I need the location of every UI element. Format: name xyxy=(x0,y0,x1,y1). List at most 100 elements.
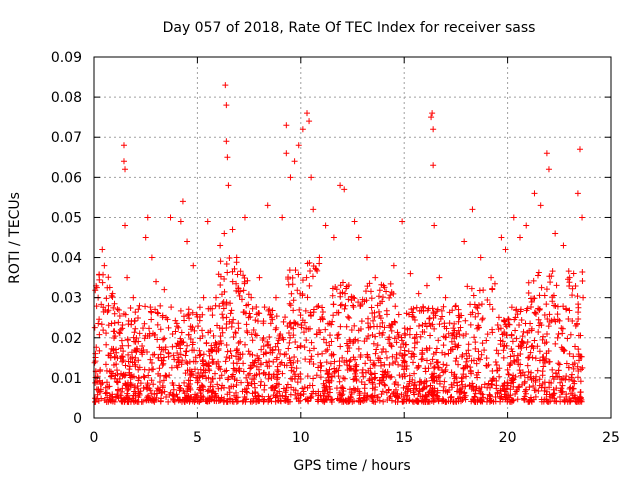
data-point xyxy=(200,294,207,301)
data-point xyxy=(226,318,233,325)
data-point xyxy=(317,374,324,381)
data-point xyxy=(378,349,385,356)
data-point xyxy=(363,335,370,342)
data-point xyxy=(531,387,538,394)
data-point xyxy=(521,393,528,400)
data-point xyxy=(364,354,371,361)
data-point xyxy=(388,343,395,350)
data-point xyxy=(399,218,406,225)
data-point xyxy=(531,337,538,344)
data-point xyxy=(266,363,273,370)
data-point xyxy=(319,350,326,357)
data-point xyxy=(481,381,488,388)
data-point xyxy=(505,315,512,322)
data-point xyxy=(445,398,452,405)
data-point xyxy=(217,273,224,280)
data-point xyxy=(387,280,394,287)
data-point xyxy=(339,384,346,391)
data-point xyxy=(434,359,441,366)
data-point xyxy=(321,384,328,391)
data-point xyxy=(286,267,293,274)
data-point xyxy=(103,330,110,337)
data-point xyxy=(337,290,344,297)
data-point xyxy=(574,363,581,370)
data-point xyxy=(129,395,136,402)
data-point xyxy=(423,345,430,352)
data-point xyxy=(268,374,275,381)
data-point xyxy=(181,390,188,397)
data-point xyxy=(417,333,424,340)
data-point xyxy=(103,367,110,374)
data-point xyxy=(376,330,383,337)
data-point xyxy=(227,398,234,405)
data-point xyxy=(467,321,474,328)
data-point xyxy=(431,365,438,372)
data-point xyxy=(552,340,559,347)
data-point xyxy=(461,238,468,245)
data-point xyxy=(374,323,381,330)
data-point xyxy=(413,304,420,311)
y-tick-label: 0.08 xyxy=(51,90,82,106)
data-point xyxy=(372,274,379,281)
x-tick-label: 5 xyxy=(193,430,202,446)
x-tick-labels: 0 5 10 15 20 25 xyxy=(90,430,620,446)
data-point xyxy=(189,339,196,346)
data-point xyxy=(209,305,216,312)
data-point xyxy=(390,360,397,367)
data-point xyxy=(580,294,587,301)
data-point xyxy=(191,327,198,334)
data-point xyxy=(306,358,313,365)
data-point xyxy=(362,288,369,295)
data-point xyxy=(194,398,201,405)
data-point xyxy=(210,388,217,395)
data-point xyxy=(480,394,487,401)
data-point xyxy=(432,396,439,403)
data-point xyxy=(120,310,127,317)
data-point xyxy=(522,386,529,393)
data-point xyxy=(478,351,485,358)
data-point xyxy=(326,383,333,390)
data-point xyxy=(436,274,443,281)
data-point xyxy=(371,362,378,369)
data-point xyxy=(457,324,464,331)
data-point xyxy=(322,348,329,355)
data-point xyxy=(521,372,528,379)
data-point xyxy=(493,347,500,354)
data-point xyxy=(250,376,257,383)
data-point xyxy=(278,359,285,366)
data-point xyxy=(422,398,429,405)
data-point xyxy=(260,397,267,404)
data-point xyxy=(233,382,240,389)
data-point xyxy=(459,381,466,388)
data-point xyxy=(512,391,519,398)
data-point xyxy=(111,335,118,342)
data-point xyxy=(146,385,153,392)
data-point xyxy=(97,366,104,373)
data-point xyxy=(103,341,110,348)
data-point xyxy=(101,397,108,404)
data-point xyxy=(304,373,311,380)
data-point xyxy=(556,361,563,368)
data-point xyxy=(543,331,550,338)
data-point xyxy=(403,365,410,372)
data-point xyxy=(134,314,141,321)
data-point xyxy=(153,278,160,285)
data-point xyxy=(558,376,565,383)
data-point xyxy=(160,346,167,353)
data-point xyxy=(401,351,408,358)
data-point xyxy=(431,222,438,229)
data-point xyxy=(373,346,380,353)
data-point xyxy=(543,301,550,308)
data-point xyxy=(501,342,508,349)
data-point xyxy=(257,361,264,368)
data-point xyxy=(358,379,365,386)
data-point xyxy=(330,312,337,319)
data-point xyxy=(561,396,568,403)
data-point xyxy=(151,332,158,339)
data-point xyxy=(411,316,418,323)
data-point xyxy=(383,311,390,318)
data-point xyxy=(535,269,542,276)
data-point xyxy=(195,323,202,330)
data-point xyxy=(447,394,454,401)
data-point xyxy=(320,336,327,343)
